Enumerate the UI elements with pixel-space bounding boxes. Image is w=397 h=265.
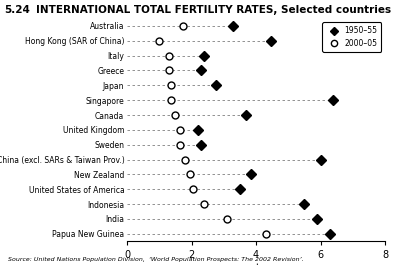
Legend: 1950–55, 2000–05: 1950–55, 2000–05 [322,22,381,52]
X-axis label: rate: rate [246,263,266,265]
Text: Source: United Nations Population Division,  ‘World Population Prospects: The 20: Source: United Nations Population Divisi… [8,257,304,262]
Text: 5.24: 5.24 [4,5,30,15]
Text: INTERNATIONAL TOTAL FERTILITY RATES, Selected countries: INTERNATIONAL TOTAL FERTILITY RATES, Sel… [36,5,391,15]
